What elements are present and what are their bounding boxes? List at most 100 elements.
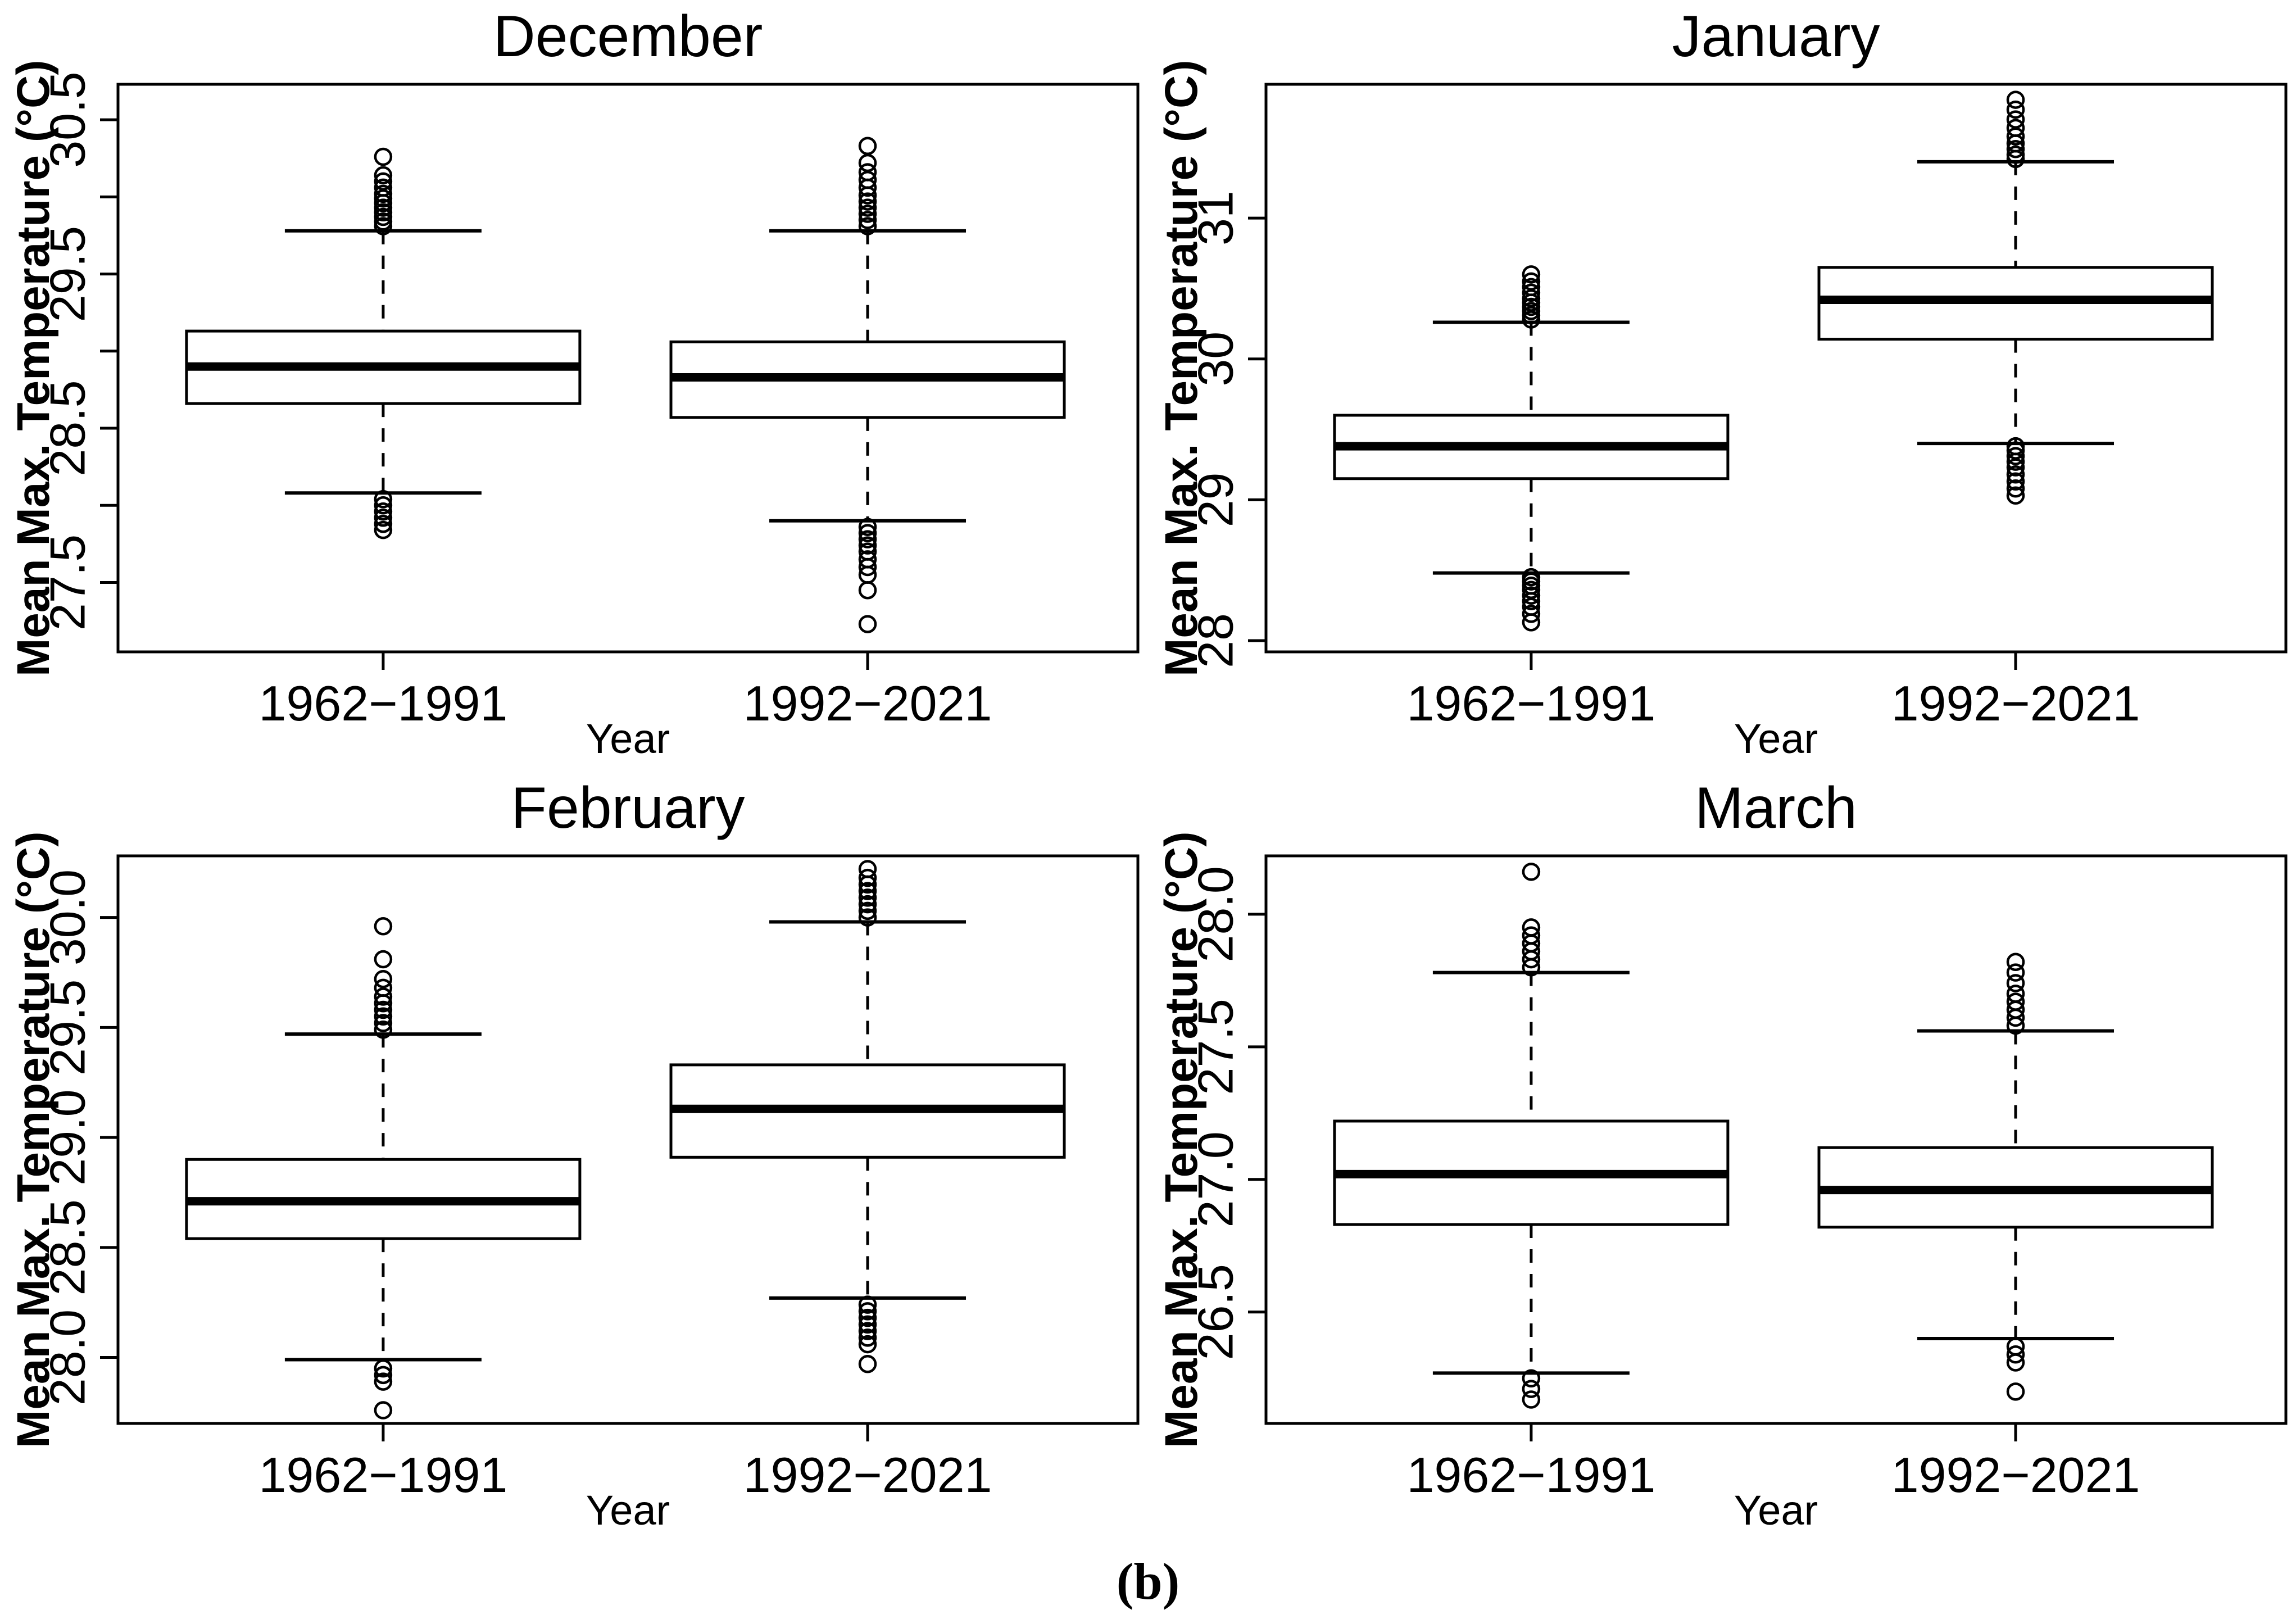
- outlier-point: [858, 1355, 877, 1373]
- outlier-point: [374, 1014, 393, 1032]
- y-tick-label: 28.0: [1188, 866, 1244, 962]
- x-tick-label: 1992−2021: [1891, 1447, 2140, 1503]
- outlier-point: [858, 524, 877, 542]
- outlier-point: [2006, 110, 2025, 129]
- outlier-point: [1522, 613, 1541, 632]
- outlier-point: [2006, 465, 2025, 484]
- outlier-point: [1522, 592, 1541, 611]
- outlier-point: [858, 888, 877, 907]
- outlier-point: [858, 205, 877, 223]
- outlier-point: [2006, 953, 2025, 972]
- outlier-point: [858, 868, 877, 887]
- panel-january: 28 29 30 31 1962−1991 1992−2021 January Mean …: [1148, 0, 2296, 772]
- outlier-point: [858, 192, 877, 211]
- outlier-point: [858, 1295, 877, 1314]
- outlier-point: [2006, 452, 2025, 471]
- panel-title-january: January: [1672, 4, 1880, 69]
- outlier-point: [1522, 1380, 1541, 1398]
- outlier-point: [374, 520, 393, 539]
- x-tick-label: 1962−1991: [258, 1447, 507, 1503]
- outlier-point: [858, 895, 877, 914]
- outlier-point: [1522, 586, 1541, 605]
- y-axis-label: Mean Max. Temperature (°C): [8, 831, 59, 1448]
- plot-frame: [1264, 83, 2288, 654]
- outlier-point: [374, 172, 393, 191]
- outlier-point: [858, 137, 877, 156]
- outlier-point: [858, 908, 877, 927]
- outlier-point: [1522, 918, 1541, 937]
- outlier-point: [374, 502, 393, 521]
- outlier-point: [374, 917, 393, 936]
- outlier-point: [858, 1328, 877, 1347]
- outlier-point: [2006, 974, 2025, 992]
- outlier-point: [2006, 447, 2025, 465]
- y-tick-label: 28.0: [40, 1309, 96, 1405]
- outlier-point: [374, 1372, 393, 1391]
- outlier-point: [858, 860, 877, 878]
- outlier-point: [2006, 486, 2025, 505]
- outlier-point: [858, 163, 877, 182]
- y-tick-label: 29.5: [40, 226, 96, 322]
- outlier-point: [374, 496, 393, 515]
- outlier-point: [858, 1322, 877, 1340]
- outlier-point: [374, 1000, 393, 1019]
- outlier-point: [2006, 90, 2025, 109]
- boxplot-canvas-march: 26.5 27.0 27.5 28.0 1962−1991 1992−2021: [1188, 854, 2288, 1503]
- outlier-point: [858, 557, 877, 577]
- outlier-point: [374, 178, 393, 197]
- y-tick-label: 29.5: [40, 979, 96, 1076]
- outlier-point: [1522, 272, 1541, 291]
- outlier-point: [1522, 1390, 1541, 1409]
- outlier-point: [858, 217, 877, 235]
- outlier-point: [1522, 863, 1541, 881]
- outlier-point: [2006, 472, 2025, 491]
- panel-title-december: December: [493, 4, 763, 69]
- y-tick-label: 27.0: [1188, 1131, 1244, 1227]
- outlier-point: [374, 987, 393, 1006]
- outlier-point: [2006, 985, 2025, 1003]
- x-tick-label: 1992−2021: [743, 675, 992, 731]
- x-tick-label: 1962−1991: [258, 675, 507, 731]
- outlier-point: [858, 530, 877, 548]
- outlier-point: [374, 514, 393, 533]
- y-tick-label: 28: [1188, 613, 1244, 668]
- y-tick-label: 30: [1188, 332, 1244, 387]
- y-tick-label: 27.5: [1188, 999, 1244, 1095]
- y-tick-label: 29: [1188, 472, 1244, 527]
- outlier-point: [374, 1366, 393, 1385]
- x-axis-label: Year: [1734, 1487, 1818, 1534]
- boxplot-canvas-february: 28.0 28.5 29.0 29.5 30.0 1962−1991 1992−2021: [40, 854, 1140, 1503]
- outlier-point: [858, 882, 877, 900]
- outlier-point: [1522, 278, 1541, 297]
- panel-march: 26.5 27.0 27.5 28.0 1962−1991 1992−2021 March…: [1148, 772, 2296, 1543]
- outlier-point: [1522, 926, 1541, 945]
- outlier-point: [1522, 605, 1541, 623]
- outlier-point: [1522, 1369, 1541, 1388]
- panel-december: 27.5 28.5 29.5 30.5 1962−1991 1992−2021 Decem…: [0, 0, 1148, 772]
- outlier-point: [374, 490, 393, 509]
- outlier-point: [858, 1335, 877, 1354]
- outlier-point: [374, 1021, 393, 1039]
- plot-frame: [1264, 854, 2288, 1425]
- x-axis-label: Year: [586, 1487, 670, 1534]
- outlier-point: [2006, 1353, 2025, 1372]
- y-tick-label: 29.0: [40, 1089, 96, 1185]
- plot-frame: [116, 854, 1140, 1425]
- outlier-point: [374, 969, 393, 988]
- outlier-point: [858, 1315, 877, 1334]
- outlier-point: [2006, 458, 2025, 477]
- y-axis-label: Mean Max. Temperature (°C): [1156, 60, 1207, 677]
- outlier-point: [858, 1302, 877, 1321]
- outlier-point: [374, 166, 393, 185]
- figure-caption: (b): [1116, 1552, 1180, 1610]
- outlier-point: [374, 978, 393, 997]
- y-tick-label: 26.5: [1188, 1264, 1244, 1360]
- outlier-point: [858, 518, 877, 536]
- outlier-point: [374, 184, 393, 203]
- outlier-point: [858, 901, 877, 920]
- outlier-point: [858, 581, 877, 600]
- outlier-point: [374, 147, 393, 166]
- y-tick-label: 30.5: [40, 71, 96, 167]
- outlier-point: [2006, 119, 2025, 137]
